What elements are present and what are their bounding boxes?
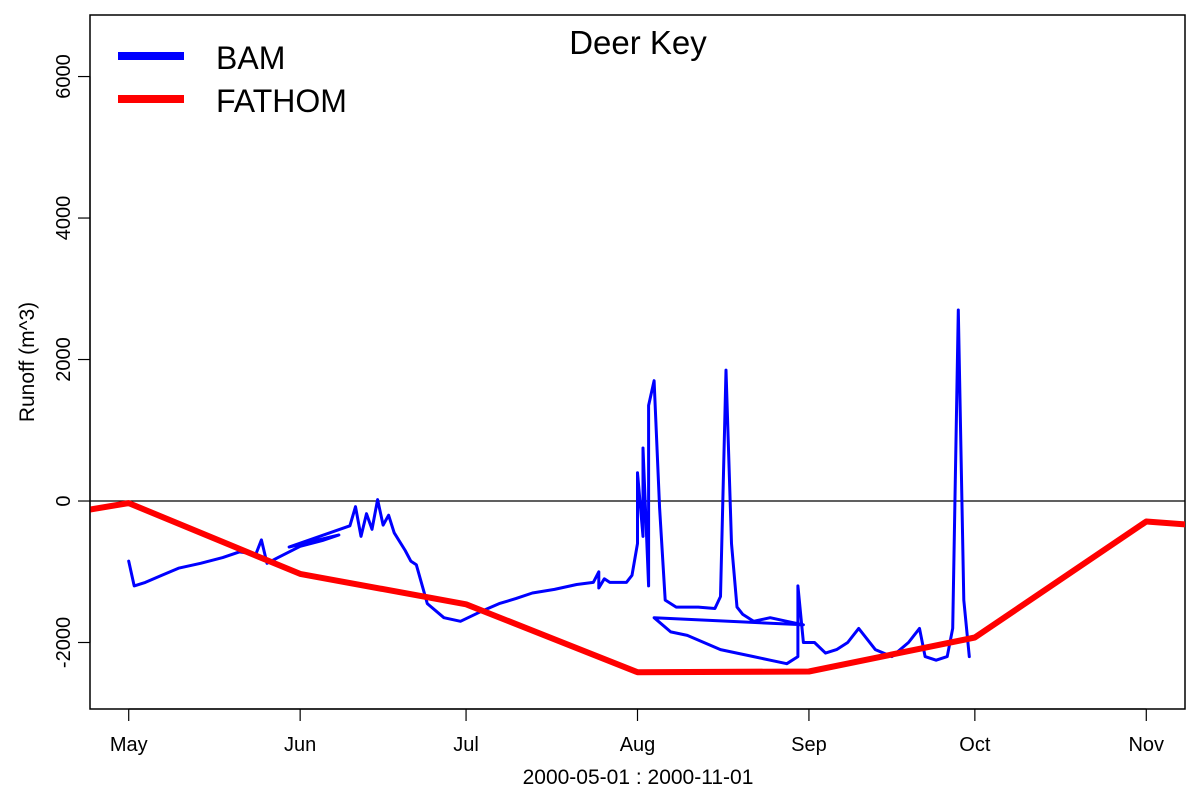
y-tick-label: 0 <box>53 495 75 506</box>
legend-label-fathom: FATHOM <box>216 83 347 119</box>
x-tick-label: Sep <box>791 734 827 756</box>
x-axis: May Jun Jul Aug Sep Oct Nov <box>110 708 1164 756</box>
x-axis-title: 2000-05-01 : 2000-11-01 <box>523 766 754 789</box>
legend: BAM FATHOM <box>118 40 347 119</box>
y-tick-label: -2000 <box>53 617 75 668</box>
x-tick-label: Jun <box>284 734 316 756</box>
y-axis-title: Runoff (m^3) <box>16 302 39 422</box>
y-axis: -2000 0 2000 4000 6000 <box>53 54 91 668</box>
x-tick-label: May <box>110 734 148 756</box>
chart-title: Deer Key <box>569 24 707 61</box>
x-tick-label: Aug <box>620 734 656 756</box>
y-tick-label: 4000 <box>53 196 75 241</box>
x-tick-label: Jul <box>453 734 479 756</box>
x-tick-label: Nov <box>1128 734 1164 756</box>
y-tick-label: 6000 <box>53 54 75 99</box>
series-line-fathom <box>90 500 1185 676</box>
legend-label-bam: BAM <box>216 40 285 76</box>
series-line-bam <box>127 308 971 666</box>
series-layer <box>90 308 1185 676</box>
y-tick-label: 2000 <box>53 337 75 382</box>
x-tick-label: Oct <box>959 734 991 756</box>
